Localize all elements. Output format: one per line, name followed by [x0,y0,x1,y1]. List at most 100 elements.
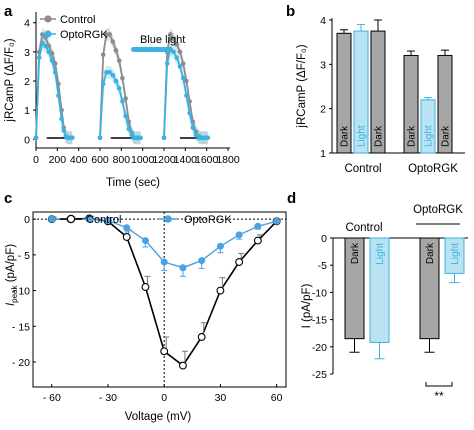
data-point [253,236,262,245]
data-point [33,135,39,141]
data-point [104,32,109,37]
panel-c-x-ticks: - 60 - 30 0 30 60 [43,384,283,404]
panel-a-legend: Control OptoRGK Blue light [40,14,185,52]
data-point [273,217,281,225]
data-point [107,69,112,75]
data-point [197,333,206,341]
bar-label: Dark [350,242,361,264]
y-tick-label: 0 [24,214,30,226]
bar-label: Light [375,243,386,265]
data-point [59,116,64,122]
x-tick-label: - 30 [99,392,117,404]
data-point [198,257,206,265]
series-error-band [100,27,141,145]
data-point [100,52,106,58]
data-point [138,135,143,141]
data-point [110,72,116,78]
panel-d-group-control: Control [345,222,382,234]
data-point [97,135,103,141]
x-tick-label: 30 [215,392,227,404]
panel-c-legend-optorgk: OptoRGK [184,214,232,226]
panel-d-bars: Dark Light Dark Light [344,237,465,360]
significance-bracket [425,382,453,387]
x-tick-label: - 60 [43,392,61,404]
data-point [235,258,244,266]
data-point [160,258,168,266]
y-tick-label: 4 [320,15,326,27]
panel-b-y-axis-label: jRCamP (ΔF/F₀) [296,44,308,128]
panel-c-chart: - 60 - 30 0 30 60 0 - 5 - 10 - 15 - 20 Voltage (… [5,211,287,423]
panel-a-y-ticks: 0 1 2 3 4 [24,18,36,146]
y-tick-label: 3 [320,59,326,71]
data-point [46,49,52,55]
data-point [160,347,169,356]
data-point [168,32,173,37]
data-point [205,135,211,141]
data-point [178,361,187,370]
data-point [85,215,93,223]
panel-a-y-axis-label: jRCamP (ΔF/F₀) [4,38,16,122]
x-tick-label: 400 [70,154,88,166]
data-point [180,75,186,81]
panel-d-y-axis-label: I (pA/pF) [301,283,313,328]
data-point [235,231,243,239]
y-tick-label: - 15 [12,321,30,333]
bar-label: Dark [340,125,351,147]
y-tick-label: 1 [24,105,30,117]
data-point [180,61,186,66]
data-point [104,69,109,75]
y-tick-label: -25 [312,369,327,381]
panel-c-zero-guides [33,212,286,387]
x-tick-label: 1200 [152,154,176,166]
data-point [104,217,112,225]
y-tick-label: -10 [312,287,327,299]
series-error-band [36,27,73,145]
legend-marker-optorgk [44,30,52,38]
x-tick-label: 200 [49,154,67,166]
data-point [177,49,183,55]
series-error-band [164,27,208,145]
data-point [123,96,128,101]
panel-a-legend-control: Control [60,14,95,26]
x-tick-label: 0 [161,392,167,404]
x-tick-label: 800 [113,154,131,166]
data-point [187,110,192,116]
data-point [113,78,119,84]
panel-c-series [47,214,282,370]
panel-c-x-axis-label: Voltage (mV) [125,411,192,423]
data-point [123,224,131,232]
panel-a-legend-blue-light: Blue light [140,34,185,46]
data-point [216,242,224,250]
y-tick-label: - 20 [12,357,30,369]
x-tick-label: 1400 [174,154,198,166]
panel-c-y-ticks: 0 - 5 - 10 - 15 - 20 [12,214,36,369]
data-point [193,132,199,138]
data-point [177,64,183,69]
data-point [216,286,225,295]
data-point [174,42,180,47]
series-error-band [36,36,73,145]
panel-label-b: b [286,3,295,20]
data-point [126,126,132,132]
data-point [120,75,125,81]
data-point [36,55,42,60]
bar-label: Light [424,125,435,147]
panel-label-a: a [4,3,13,20]
y-tick-label: 0 [24,134,30,146]
x-tick-label: 600 [91,154,109,166]
data-point [116,58,122,63]
data-point [46,43,52,49]
x-tick-label: 60 [271,392,283,404]
panel-a-series [33,27,211,145]
bar-label: Dark [407,125,418,147]
data-point [190,125,196,130]
data-point [123,113,128,119]
panel-b-bars: Dark Light Dark Dark Light Dark [336,19,453,154]
panel-c-y-axis-label-main: I [5,302,17,306]
legend-marker-control [44,15,52,23]
x-tick-label: 1800 [216,154,240,166]
panel-d-y-ticks: 0 -5 -10 -15 -20 -25 [312,233,333,381]
